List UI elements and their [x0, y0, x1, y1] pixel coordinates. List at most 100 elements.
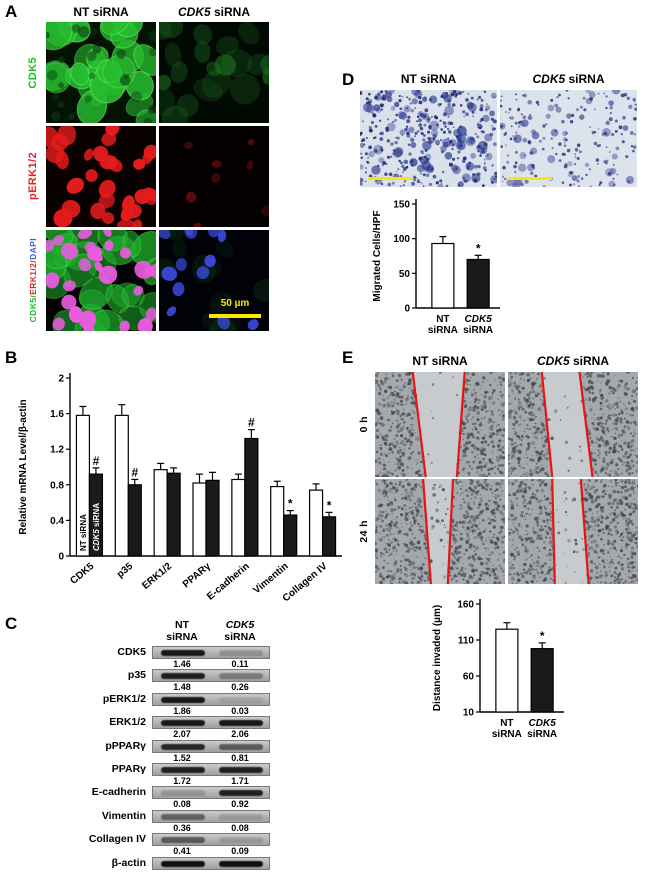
panel-c-header-cdk5-line2: siRNA — [224, 630, 256, 643]
text-part: NT siRNA — [73, 5, 129, 19]
blot-densitometry-values: 0.08 0.92 — [152, 799, 270, 809]
blot-image — [152, 762, 270, 776]
panel-a-header-nt-sirna: NT siRNA — [46, 5, 156, 19]
blot-band-nt-sirna — [161, 650, 205, 656]
blot-label: ERK1/2 — [109, 716, 146, 729]
blot-image — [152, 646, 270, 659]
blot-row-vimentin: Vimentin 0.36 0.08 — [0, 809, 290, 833]
blot-value: 1.86 — [173, 705, 191, 716]
if-image-cdk5-nt — [46, 22, 156, 123]
blot-value: 0.81 — [231, 752, 249, 763]
scale-bar — [368, 177, 412, 180]
y-tick-label: 0 — [58, 552, 64, 563]
blot-label: PPARγ — [111, 762, 146, 775]
text-part: siRNA — [565, 72, 605, 86]
y-axis-label: Relative mRNA Level/β-actin — [18, 399, 29, 534]
chart-element: siRNA — [92, 503, 101, 529]
blot-band-nt-sirna — [161, 837, 205, 844]
blot-label: Vimentin — [101, 809, 146, 822]
scale-bar — [508, 177, 552, 180]
panel-d-header-cdk5-sirna: CDK5 siRNA — [500, 72, 637, 86]
y-tick-label: 0 — [404, 304, 410, 315]
text-part: NT — [175, 619, 189, 631]
blot-band-nt-sirna — [161, 720, 205, 727]
wound-image-24h-cdk5 — [508, 479, 638, 584]
panel-a-rowlabel-cdk5: CDK5 — [24, 22, 42, 123]
blot-label: pERK1/2 — [102, 692, 146, 705]
blot-value: 0.92 — [231, 799, 249, 810]
blot-label: p35 — [127, 669, 146, 682]
y-tick-label: 1.2 — [50, 445, 64, 456]
text-part: CDK5 — [28, 297, 38, 323]
y-tick-label: 0.8 — [50, 480, 64, 491]
blot-row-e-cadherin: E-cadherin 0.08 0.92 — [0, 786, 290, 809]
bar-Vimentin-NT siRNA — [270, 485, 285, 557]
if-image-cdk5-si — [159, 22, 269, 123]
text-part: / — [28, 295, 38, 298]
blot-value: 0.36 — [173, 822, 191, 833]
blot-band-cdk5-sirna — [219, 766, 263, 773]
panel-e-header-nt-sirna: NT siRNA — [375, 354, 505, 368]
bar-Vimentin-CDK5 siRNA — [283, 514, 298, 557]
text-part: DAPI — [28, 238, 38, 261]
significance-marker: * — [327, 498, 332, 512]
blot-band-cdk5-sirna — [219, 673, 263, 680]
blot-row-pppar-: pPPARγ 1.52 0.81 — [0, 739, 290, 763]
migration-image-nt — [360, 90, 497, 187]
panel-e-rowlabel-0h: 0 h — [356, 372, 372, 477]
blot-value: 1.71 — [231, 775, 249, 786]
text-part: siRNA — [210, 5, 250, 19]
panel-e-header-cdk5-sirna: CDK5 siRNA — [508, 354, 638, 368]
panel-c-header-nt: NT siRNA — [152, 619, 212, 643]
text-part: NT siRNA — [412, 354, 468, 368]
bar-NT-siRNA — [495, 628, 519, 713]
blot-band-cdk5-sirna — [219, 650, 263, 656]
x-category-label: E-cadherin — [205, 561, 252, 603]
blot-band-cdk5-sirna — [219, 790, 263, 797]
blot-row-ppar-: PPARγ 1.72 1.71 — [0, 762, 290, 786]
blot-row-p35: p35 1.48 0.26 — [0, 669, 290, 692]
y-tick-label: 50 — [399, 269, 411, 280]
blot-densitometry-values: 1.46 0.11 — [152, 659, 270, 669]
panel-c-header-cdk5-line1: CDK5 — [210, 619, 270, 632]
migration-image-cdk5-svg — [500, 90, 637, 187]
blot-band-nt-sirna — [161, 766, 205, 773]
y-tick-label: 150 — [393, 200, 410, 211]
if-image-perk-si-svg — [159, 126, 269, 227]
blot-band-cdk5-sirna — [219, 813, 263, 820]
bar-Collagen IV-CDK5 siRNA — [321, 516, 337, 557]
significance-marker: # — [131, 465, 138, 479]
blot-band-nt-sirna — [161, 696, 205, 703]
panel-d-header-nt-sirna: NT siRNA — [360, 72, 497, 86]
blot-value: 0.26 — [231, 682, 249, 693]
blot-band-cdk5-sirna — [219, 720, 263, 727]
x-category-label: siRNA — [463, 325, 493, 336]
panel-a-label: A — [5, 2, 18, 21]
x-category-label: NT — [436, 314, 449, 325]
blot-band-cdk5-sirna — [219, 696, 263, 703]
significance-marker: * — [540, 629, 545, 643]
if-image-merge-nt — [46, 230, 156, 331]
blot-image — [152, 669, 270, 683]
x-category-label: siRNA — [527, 729, 557, 740]
bar-Collagen IV-NT siRNA — [308, 489, 324, 557]
bar-CDK5-siRNA — [466, 258, 490, 309]
text-part: / — [28, 260, 38, 263]
blot-label: β-actin — [111, 856, 146, 869]
scale-bar-label: 50 µm — [220, 298, 250, 309]
panel-d-chart: Migrated Cells/HPF 0 50 100 150 NT siRNA * CDK5 s… — [368, 196, 543, 365]
wound-image-0h-nt — [375, 372, 505, 477]
y-axis-label: Migrated Cells/HPF — [372, 210, 383, 301]
blot-image — [152, 786, 270, 800]
blot-row-collagen-iv: Collagen IV 0.41 0.09 — [0, 833, 290, 856]
blot-row--actin: β-actin — [0, 856, 290, 872]
if-image-merge-nt-svg — [46, 230, 156, 331]
text-part: CDK5 — [27, 56, 39, 89]
panel-c-label: C — [5, 614, 18, 633]
bar-CDK5-siRNA — [530, 648, 554, 713]
panel-e-rowlabel-24h: 24 h — [356, 479, 372, 584]
text-part: CDK5 — [177, 5, 211, 19]
blot-row-cdk5: CDK5 1.46 0.11 — [0, 646, 290, 669]
migration-image-nt-svg — [360, 90, 497, 187]
wound-image-0h-nt-svg — [375, 372, 505, 477]
